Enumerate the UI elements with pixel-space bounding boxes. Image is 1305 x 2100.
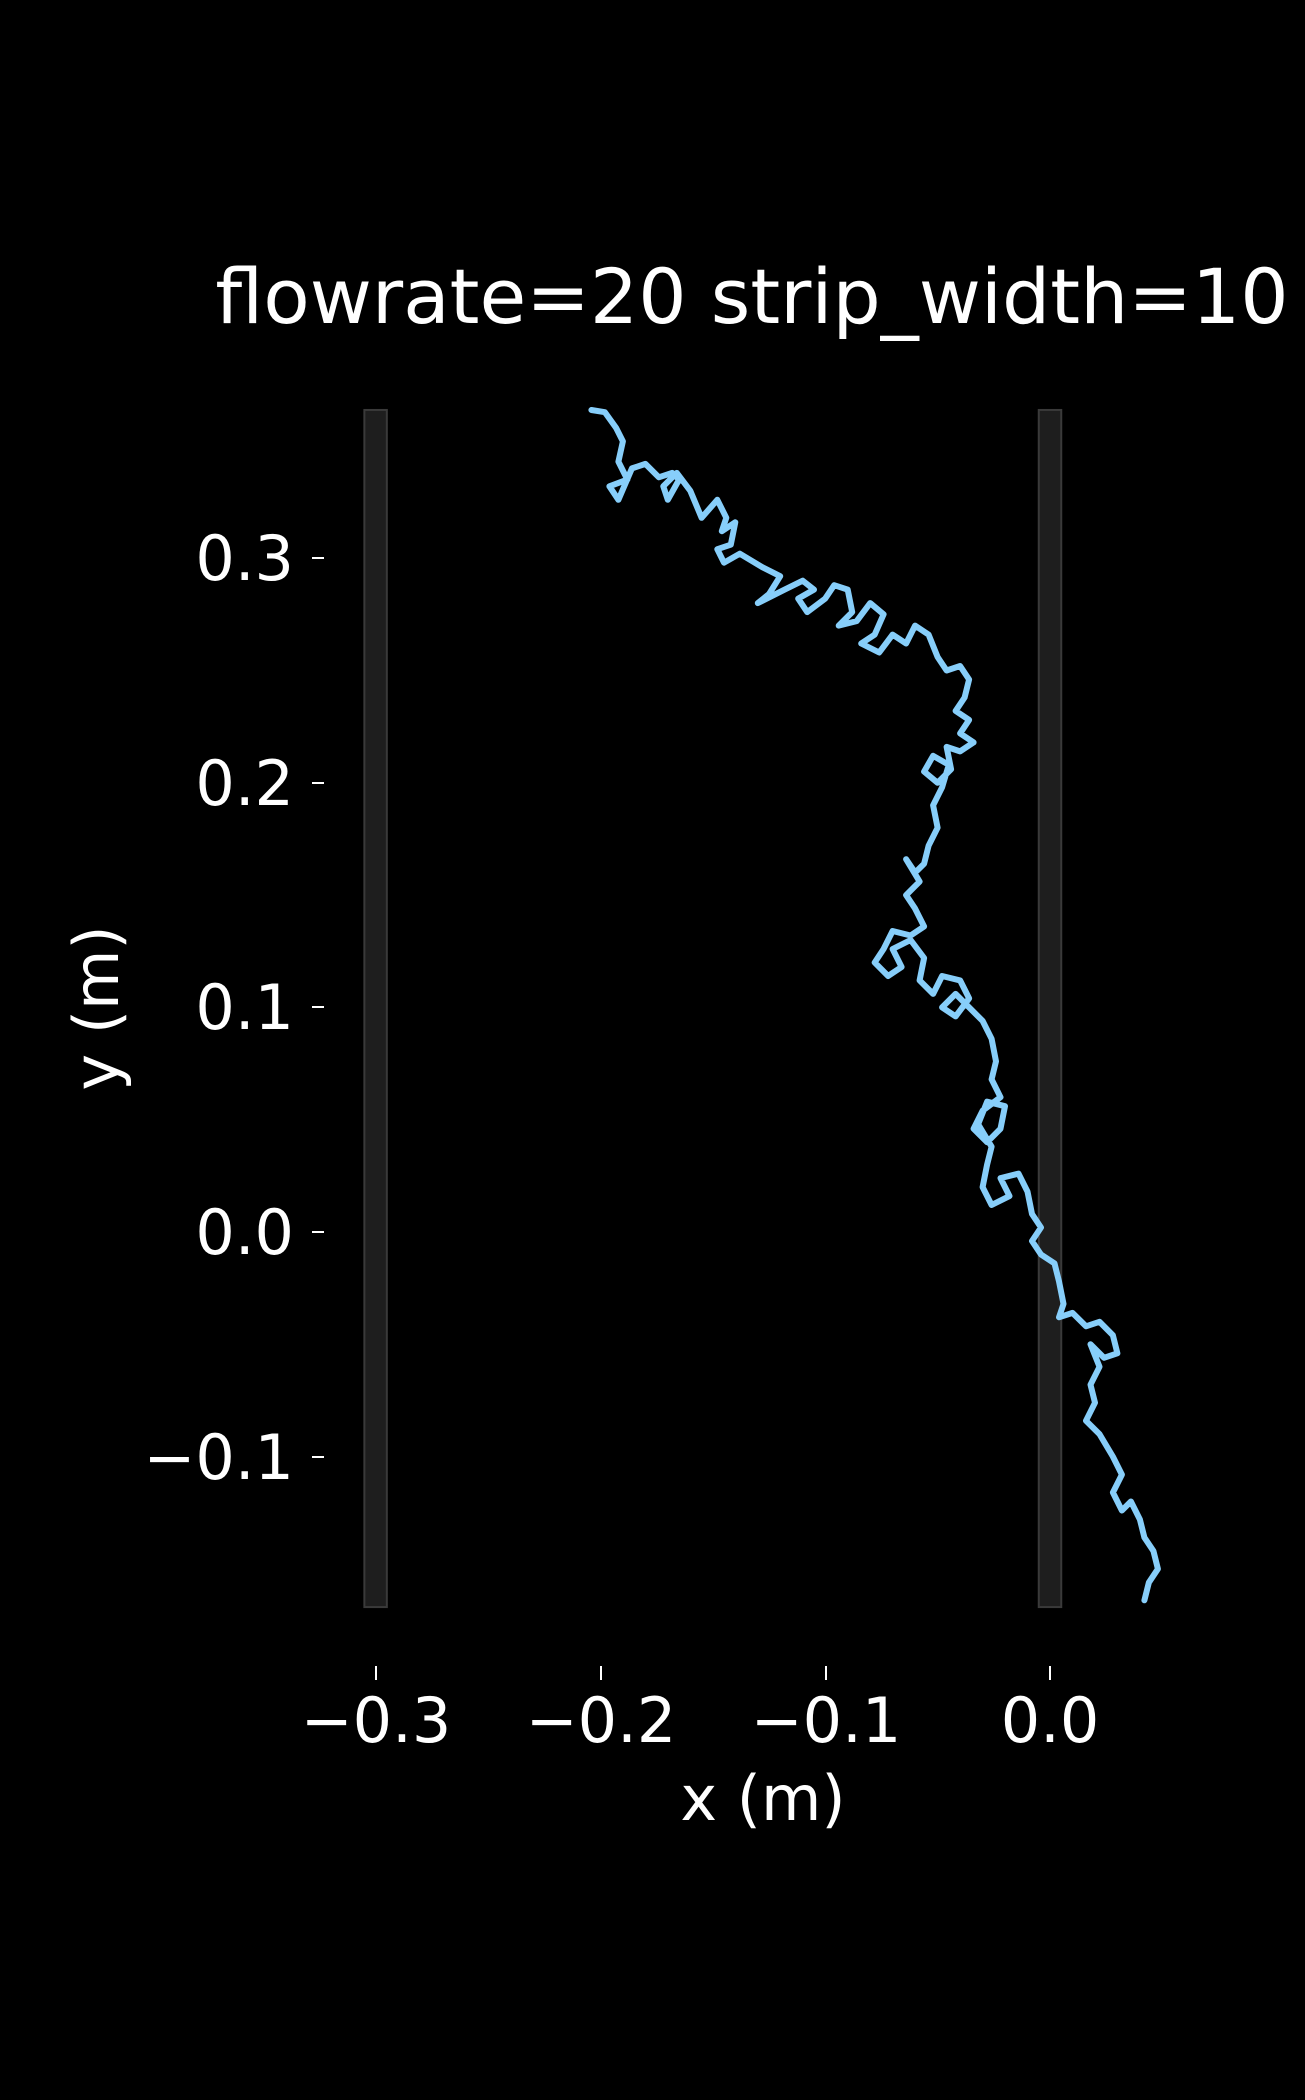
- y-tick-label: 0.3: [195, 522, 294, 595]
- trajectory-series: [588, 407, 1161, 1604]
- x-axis-label: x (m): [680, 1762, 845, 1835]
- x-axis: −0.3 −0.2 −0.1 0.0: [301, 1666, 1100, 1757]
- x-tick-label: −0.1: [751, 1684, 902, 1757]
- strip-bands: [363, 408, 1063, 1609]
- y-tick-label: 0.2: [195, 747, 294, 820]
- x-tick-label: −0.2: [526, 1684, 677, 1757]
- y-axis-label: y (m): [60, 925, 133, 1090]
- x-tick-label: 0.0: [1001, 1684, 1100, 1757]
- trajectory-line: [588, 407, 1161, 1604]
- y-tick-label: 0.0: [195, 1196, 294, 1269]
- x-tick-label: −0.3: [301, 1684, 452, 1757]
- y-tick-label: −0.1: [143, 1421, 294, 1494]
- strip-band: [363, 408, 388, 1609]
- strip-band: [1037, 408, 1063, 1609]
- chart-title: flowrate=20 strip_width=10: [215, 252, 1288, 341]
- y-tick-label: 0.1: [195, 971, 294, 1044]
- y-axis: 0.3 0.2 0.1 0.0 −0.1: [143, 522, 324, 1494]
